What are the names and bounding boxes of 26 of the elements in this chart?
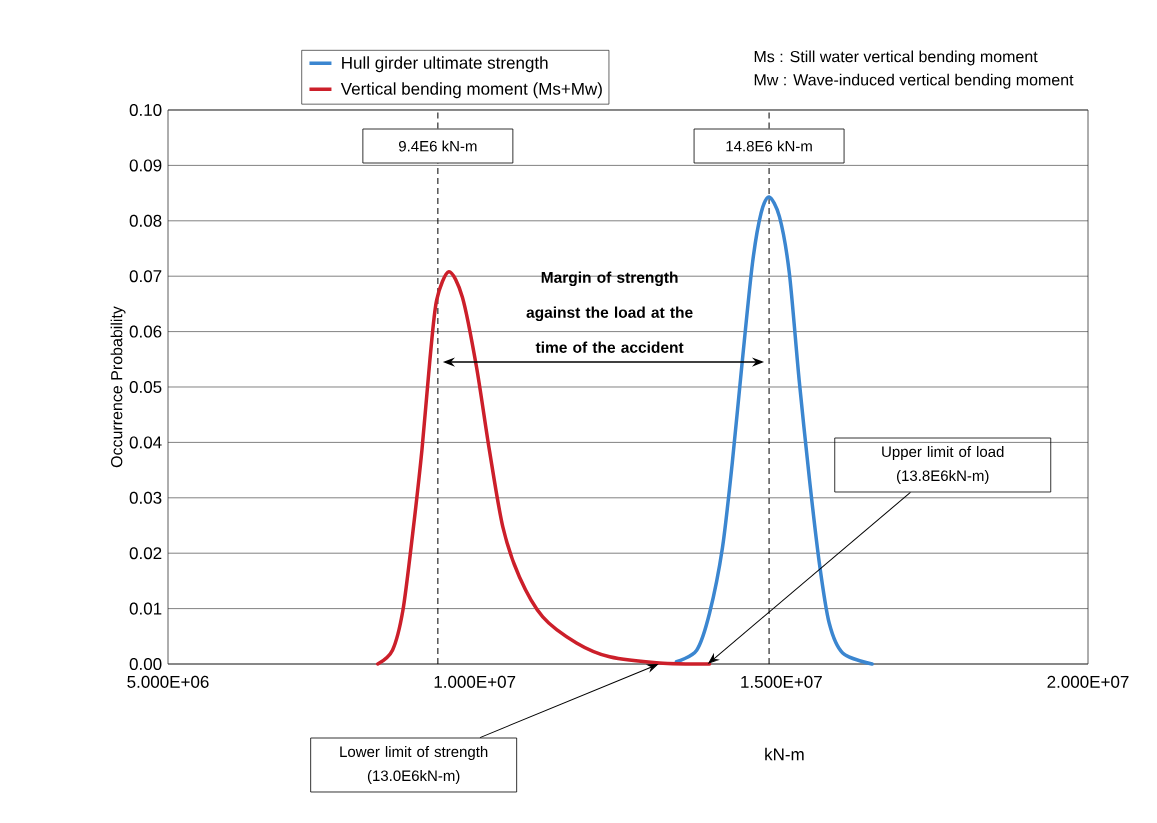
ref-line-label: 9.4E6 kN-m xyxy=(398,140,477,152)
x-tick-label: 2.000E+07 xyxy=(1047,675,1129,688)
x-tick-label: 5.000E+06 xyxy=(127,675,209,688)
y-tick-label: 0.06 xyxy=(129,325,162,338)
text: Margin of strength against the load at the time of the accident xyxy=(526,271,693,353)
y-tick-label: 0.07 xyxy=(129,270,162,283)
y-tick-label: 0.10 xyxy=(129,103,162,117)
y-tick-label: 0.04 xyxy=(129,436,162,449)
text: Ms : Still water vertical bending moment xyxy=(754,50,1038,66)
y-tick-label: 0.09 xyxy=(129,159,162,172)
y-tick-label: 0.01 xyxy=(129,602,162,615)
legend-label: Vertical bending moment (Ms+Mw) xyxy=(340,82,602,99)
y-tick-label: 0.08 xyxy=(129,214,162,227)
y-tick-label: 0.03 xyxy=(129,491,162,504)
y-tick-label: 0.05 xyxy=(129,380,162,394)
y-tick-label: 0.02 xyxy=(129,547,162,560)
text: Mw : Wave-induced vertical bending moment xyxy=(754,73,1074,89)
y-tick-label: 0.00 xyxy=(129,657,162,671)
ref-line-label: 14.8E6 kN-m xyxy=(726,140,812,152)
x-tick-label: 1.500E+07 xyxy=(741,675,822,688)
y-axis-title: Occurrence Probability xyxy=(110,306,126,468)
annotation: Lower limit of strength (13.0E6kN-m) xyxy=(340,746,488,784)
annotation: Upper limit of load (13.8E6kN-m) xyxy=(882,446,1004,484)
legend-label: Hull girder ultimate strength xyxy=(342,56,548,73)
x-axis-title: kN-m xyxy=(765,747,804,761)
x-tick-label: 1.000E+07 xyxy=(434,675,516,688)
